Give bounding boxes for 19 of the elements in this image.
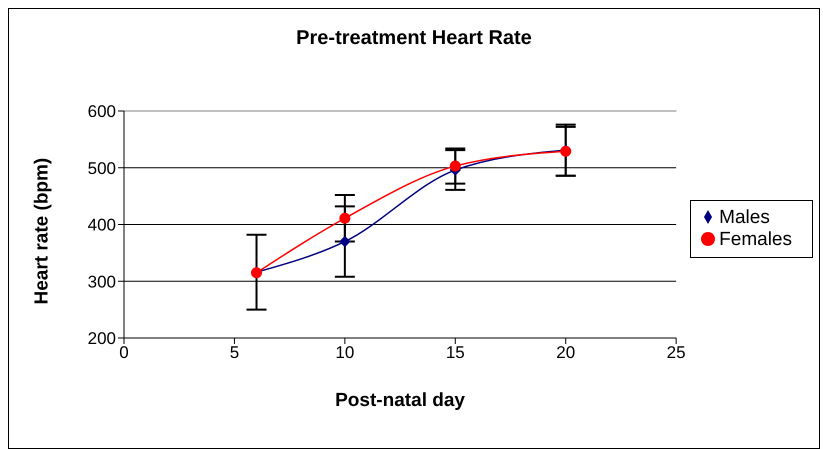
point bbox=[450, 160, 461, 172]
point bbox=[339, 212, 350, 224]
legend-label: Males bbox=[719, 206, 770, 228]
y-tick-label: 200 bbox=[88, 329, 116, 348]
y-tick-label: 300 bbox=[88, 272, 116, 292]
point bbox=[339, 236, 350, 248]
y-axis-title: Heart rate (bpm) bbox=[32, 158, 53, 304]
y-tick-label: 400 bbox=[88, 216, 116, 235]
chart-title: Pre-treatment Heart Rate bbox=[295, 27, 533, 50]
legend-label: Females bbox=[719, 228, 792, 250]
x-tick-label: 15 bbox=[446, 343, 465, 362]
x-tick-label: 10 bbox=[335, 343, 354, 362]
x-axis-title: Post-natal day bbox=[335, 390, 466, 411]
y-tick-label: 600 bbox=[88, 102, 116, 122]
x-tick-label: 5 bbox=[230, 343, 240, 362]
x-tick-label: 25 bbox=[666, 343, 686, 362]
x-tick-label: 0 bbox=[119, 343, 129, 362]
x-tick-label: 20 bbox=[556, 343, 576, 362]
y-tick-label: 500 bbox=[88, 158, 116, 178]
